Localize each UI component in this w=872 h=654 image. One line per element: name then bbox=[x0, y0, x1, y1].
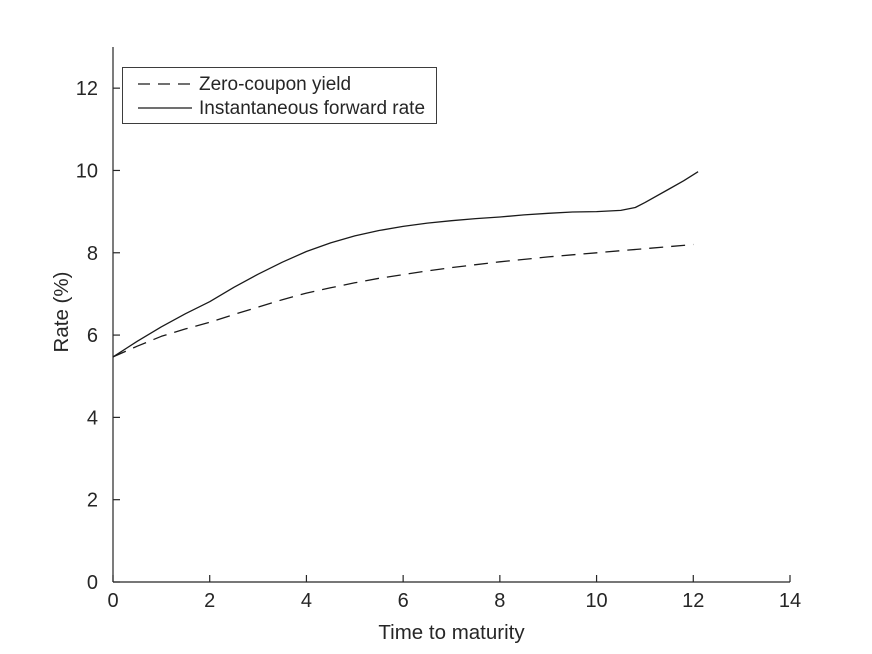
y-tick-label: 12 bbox=[76, 78, 98, 100]
series-line-zero-coupon-yield bbox=[112, 243, 694, 358]
x-tick-label: 12 bbox=[682, 590, 704, 612]
legend-label-forward-rate: Instantaneous forward rate bbox=[199, 97, 426, 119]
y-tick-label: 6 bbox=[87, 325, 98, 347]
solid-line-sample bbox=[138, 107, 192, 109]
y-tick-label: 2 bbox=[87, 490, 98, 512]
x-tick-label: 6 bbox=[398, 590, 409, 612]
y-tick-label: 4 bbox=[87, 407, 98, 429]
x-tick-label: 10 bbox=[585, 590, 607, 612]
x-tick-label: 14 bbox=[779, 590, 801, 612]
y-tick-label: 10 bbox=[76, 160, 98, 182]
series-line-instantaneous-forward-rate bbox=[112, 171, 699, 358]
x-axis-title: Time to maturity bbox=[378, 621, 525, 644]
x-tick-label: 2 bbox=[204, 590, 215, 612]
y-axis-title: Rate (%) bbox=[50, 271, 73, 353]
legend-box: Zero-coupon yield Instantaneous forward … bbox=[122, 67, 437, 124]
dashed-line-sample bbox=[138, 83, 192, 85]
legend-label-zero-coupon: Zero-coupon yield bbox=[199, 73, 352, 95]
y-tick-label: 0 bbox=[87, 572, 98, 594]
legend-entry-forward-rate: Instantaneous forward rate bbox=[123, 96, 436, 120]
legend-entry-zero-coupon: Zero-coupon yield bbox=[123, 72, 436, 96]
y-tick-label: 8 bbox=[87, 243, 98, 265]
x-tick-label: 0 bbox=[107, 590, 118, 612]
x-tick-label: 4 bbox=[301, 590, 312, 612]
x-tick-label: 8 bbox=[494, 590, 505, 612]
